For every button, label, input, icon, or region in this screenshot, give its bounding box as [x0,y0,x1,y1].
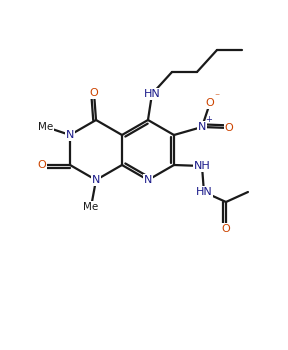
Text: N: N [92,175,100,185]
Text: O: O [90,88,98,98]
Text: O: O [221,224,230,234]
Text: Me: Me [38,122,54,132]
Text: HN: HN [144,89,160,99]
Text: Me: Me [84,202,99,212]
Text: +: + [206,114,212,124]
Text: HN: HN [196,187,212,197]
Text: O: O [38,160,46,170]
Text: NH: NH [194,161,210,171]
Text: N: N [144,175,152,185]
Text: ⁻: ⁻ [214,92,219,102]
Text: N: N [198,122,206,132]
Text: N: N [66,130,74,140]
Text: O: O [225,123,233,133]
Text: O: O [206,98,214,108]
